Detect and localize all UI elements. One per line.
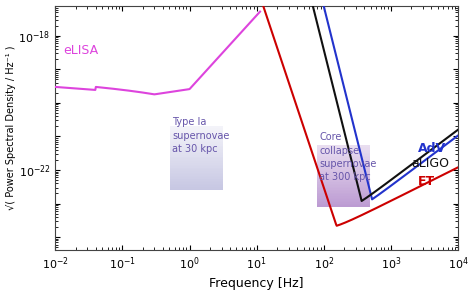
Bar [171,154,223,155]
X-axis label: Frequency [Hz]: Frequency [Hz] [210,277,304,290]
Bar [317,188,370,190]
Bar [171,139,223,141]
Bar [171,141,223,142]
Bar [171,144,223,146]
Bar [317,187,370,188]
Bar [317,151,370,153]
Bar [171,131,223,133]
Bar [317,196,370,197]
Bar [317,184,370,185]
Bar [171,182,223,184]
Bar [317,145,370,147]
Bar [317,157,370,159]
Bar [317,199,370,201]
Bar [171,133,223,134]
Bar [317,193,370,194]
Text: eLISA: eLISA [63,44,98,57]
Bar [171,155,223,157]
Bar [317,181,370,182]
Bar [171,136,223,138]
Bar [317,159,370,160]
Bar [171,128,223,130]
Bar [171,160,223,162]
Bar [171,126,223,128]
Bar [171,163,223,165]
Bar [317,170,370,171]
Bar [171,185,223,187]
Bar [171,158,223,160]
Bar [317,173,370,174]
Bar [171,169,223,171]
Bar [317,179,370,181]
Bar [171,184,223,185]
Bar [171,162,223,163]
Bar [317,202,370,204]
Bar [171,150,223,152]
Bar [317,156,370,157]
Bar [317,155,370,156]
Bar [171,176,223,177]
Bar [171,189,223,190]
Bar [317,164,370,165]
Bar [171,147,223,149]
Bar [317,178,370,179]
Text: Type Ia
supernovae
at 30 kpc: Type Ia supernovae at 30 kpc [172,117,229,154]
Bar [317,160,370,162]
Bar [317,165,370,167]
Bar [317,204,370,205]
Bar [317,182,370,184]
Bar [171,187,223,189]
Bar [171,152,223,154]
Bar [171,166,223,168]
Bar [317,171,370,173]
Text: Core
collapse
supernovae
at 300 kpc: Core collapse supernovae at 300 kpc [319,133,376,182]
Text: AdV: AdV [418,142,446,155]
Bar [171,134,223,136]
Bar [317,147,370,148]
Bar [171,181,223,182]
Bar [317,168,370,170]
Bar [171,138,223,139]
Bar [317,153,370,155]
Bar [171,168,223,169]
Text: ET: ET [418,175,435,188]
Y-axis label: √( Power Spectral Density / Hz⁻¹ ): √( Power Spectral Density / Hz⁻¹ ) [6,46,16,210]
Bar [317,150,370,151]
Bar [317,148,370,150]
Bar [317,190,370,192]
Bar [171,171,223,173]
Bar [317,205,370,207]
Bar [317,194,370,196]
Bar [171,179,223,181]
Bar [171,174,223,176]
Text: aLIGO: aLIGO [411,157,449,170]
Bar [317,162,370,164]
Bar [171,130,223,131]
Bar [171,165,223,166]
Bar [171,146,223,147]
Bar [171,142,223,144]
Bar [317,185,370,187]
Bar [317,167,370,168]
Bar [171,173,223,174]
Bar [171,177,223,179]
Bar [171,157,223,158]
Bar [317,176,370,178]
Bar [171,149,223,150]
Bar [317,192,370,193]
Bar [317,197,370,199]
Bar [317,174,370,176]
Bar [317,201,370,202]
